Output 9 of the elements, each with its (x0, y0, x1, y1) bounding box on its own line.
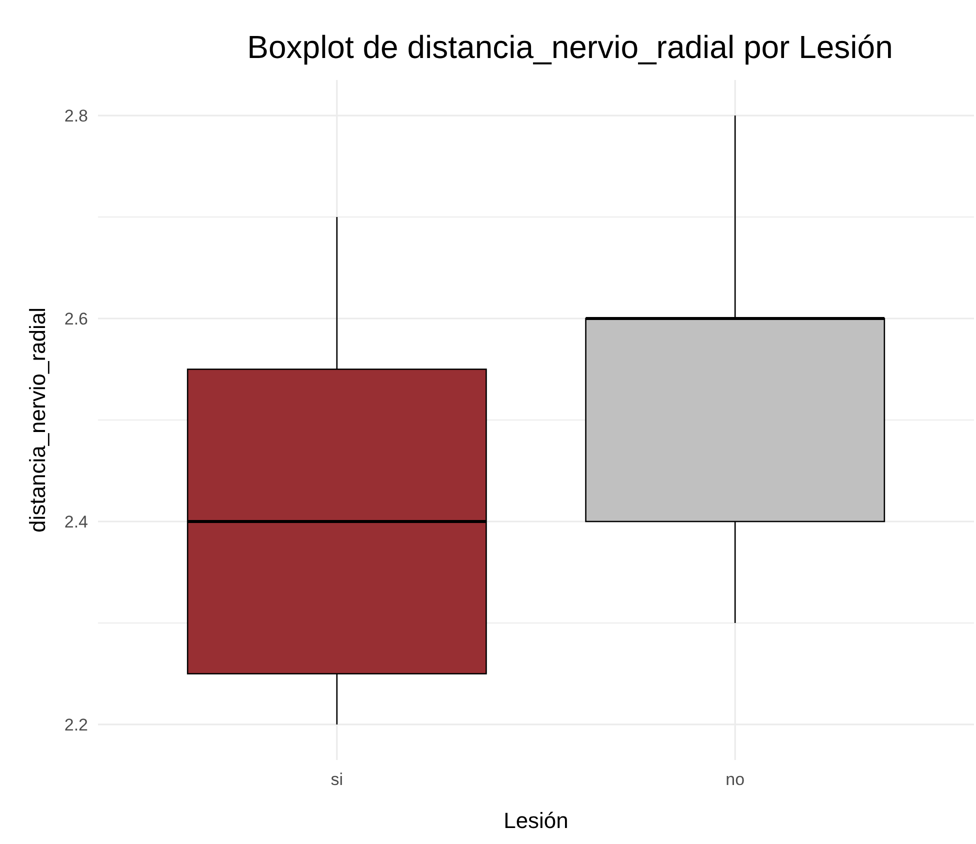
y-tick-label: 2.6 (64, 309, 88, 328)
chart-title: Boxplot de distancia_nervio_radial por Lesión (247, 29, 893, 65)
y-tick-label: 2.4 (64, 512, 88, 532)
y-tick-label: 2.2 (64, 715, 88, 734)
x-tick-label: no (726, 770, 745, 789)
y-axis-title: distancia_nervio_radial (25, 307, 50, 533)
x-tick-label: si (330, 770, 344, 789)
x-axis-title: Lesión (504, 808, 568, 833)
y-tick-label: 2.8 (64, 106, 88, 126)
